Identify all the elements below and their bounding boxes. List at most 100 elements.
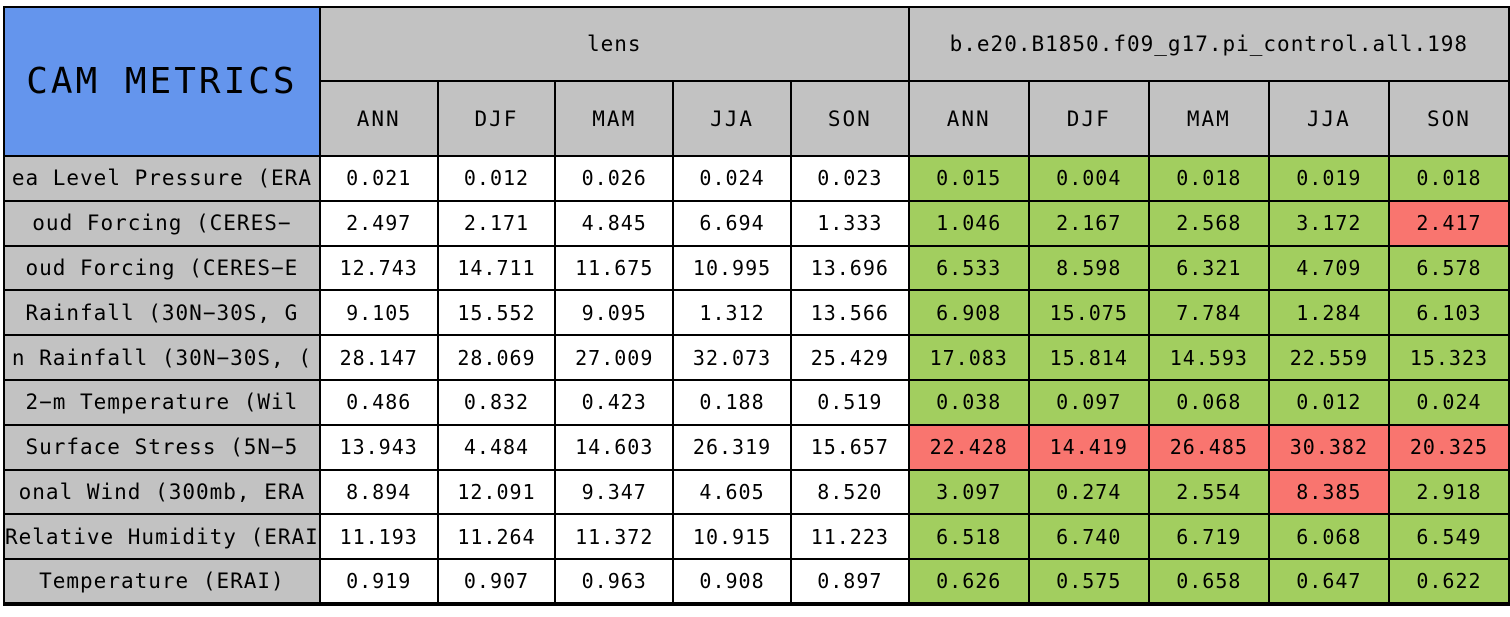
control-value-cell-better: 6.533 — [907, 244, 1030, 292]
lens-value-cell: 4.845 — [554, 199, 675, 247]
metric-label: ea Level Pressure (ERA — [3, 155, 321, 202]
lens-value-cell: 2.171 — [436, 199, 557, 247]
control-value-cell-worse: 22.428 — [907, 423, 1030, 471]
control-value-cell-better: 6.719 — [1147, 513, 1270, 561]
control-value-cell-better: 6.321 — [1147, 244, 1270, 292]
metric-label: Relative Humidity (ERAI — [3, 513, 321, 561]
lens-value-cell: 25.429 — [789, 334, 910, 381]
lens-value-cell: 4.605 — [672, 468, 792, 516]
lens-value-cell: 10.995 — [672, 244, 792, 292]
lens-value-cell: 0.012 — [436, 155, 557, 202]
metric-label: onal Wind (300mb, ERA — [3, 468, 321, 516]
control-value-cell-better: 0.004 — [1027, 155, 1150, 202]
lens-value-cell: 0.832 — [436, 378, 557, 426]
metric-label: 2−m Temperature (Wil — [3, 378, 321, 426]
lens-value-cell: 15.552 — [436, 289, 557, 337]
table-row: Rainfall (30N−30S, G 9.105 15.552 9.095 1.31… — [3, 289, 1510, 337]
lens-value-cell: 0.907 — [436, 558, 557, 605]
control-value-cell-better: 15.814 — [1027, 334, 1150, 381]
lens-value-cell: 11.223 — [789, 513, 910, 561]
lens-value-cell: 4.484 — [436, 423, 557, 471]
lens-value-cell: 14.711 — [436, 244, 557, 292]
control-value-cell-better: 6.103 — [1387, 289, 1510, 337]
lens-value-cell: 0.963 — [554, 558, 675, 605]
control-value-cell-better: 6.908 — [907, 289, 1030, 337]
control-value-cell-better: 22.559 — [1267, 334, 1390, 381]
lens-value-cell: 8.894 — [318, 468, 439, 516]
lens-value-cell: 12.091 — [436, 468, 557, 516]
control-value-cell-better: 0.018 — [1387, 155, 1510, 202]
control-value-cell-better: 0.097 — [1027, 378, 1150, 426]
control-value-cell-better: 0.018 — [1147, 155, 1270, 202]
metric-label: oud Forcing (CERES− — [3, 199, 321, 247]
metric-label: oud Forcing (CERES−E — [3, 244, 321, 292]
lens-value-cell: 9.347 — [554, 468, 675, 516]
control-value-cell-better: 1.284 — [1267, 289, 1390, 337]
lens-value-cell: 11.675 — [554, 244, 675, 292]
lens-value-cell: 32.073 — [672, 334, 792, 381]
control-value-cell-better: 2.568 — [1147, 199, 1270, 247]
table-row: oud Forcing (CERES−E 12.743 14.711 11.675 10… — [3, 244, 1510, 292]
control-value-cell-better: 0.068 — [1147, 378, 1270, 426]
control-value-cell-better: 0.015 — [907, 155, 1030, 202]
lens-value-cell: 26.319 — [672, 423, 792, 471]
control-value-cell-better: 6.578 — [1387, 244, 1510, 292]
control-value-cell-better: 15.075 — [1027, 289, 1150, 337]
lens-value-cell: 28.069 — [436, 334, 557, 381]
group-header-lens: lens — [318, 6, 910, 82]
season-header-control-djf: DJF — [1027, 80, 1150, 157]
lens-value-cell: 0.919 — [318, 558, 439, 605]
table-row: 2−m Temperature (Wil 0.486 0.832 0.423 0.188… — [3, 378, 1510, 426]
control-value-cell-better: 0.658 — [1147, 558, 1270, 605]
season-header-row: ANN DJF MAM JJA SON ANN DJF MAM JJA SON — [4, 80, 1510, 157]
lens-value-cell: 27.009 — [554, 334, 675, 381]
lens-value-cell: 0.908 — [672, 558, 792, 605]
control-value-cell-better: 8.598 — [1027, 244, 1150, 292]
control-value-cell-worse: 8.385 — [1267, 468, 1390, 516]
lens-value-cell: 14.603 — [554, 423, 675, 471]
control-value-cell-better: 2.918 — [1387, 468, 1510, 516]
lens-value-cell: 2.497 — [318, 199, 439, 247]
control-value-cell-better: 0.575 — [1027, 558, 1150, 605]
lens-value-cell: 0.023 — [789, 155, 910, 202]
metric-label: Temperature (ERAI) — [3, 558, 321, 605]
lens-value-cell: 10.915 — [672, 513, 792, 561]
season-header-control-ann: ANN — [907, 80, 1030, 157]
lens-value-cell: 0.897 — [789, 558, 910, 605]
group-header-row: CAM METRICS lens b.e20.B1850.f09_g17.pi_… — [3, 6, 1510, 157]
control-value-cell-better: 0.012 — [1267, 378, 1390, 426]
table-title: CAM METRICS — [3, 6, 321, 157]
lens-value-cell: 6.694 — [672, 199, 792, 247]
season-header-control-mam: MAM — [1147, 80, 1270, 157]
lens-value-cell: 28.147 — [318, 334, 439, 381]
table-row: Temperature (ERAI) 0.919 0.907 0.963 0.908 0.… — [3, 558, 1510, 605]
lens-value-cell: 0.188 — [672, 378, 792, 426]
table-row: onal Wind (300mb, ERA 8.894 12.091 9.347 4.6… — [3, 468, 1510, 516]
metric-label: Surface Stress (5N−5 — [3, 423, 321, 471]
lens-value-cell: 0.026 — [554, 155, 675, 202]
metric-label: n Rainfall (30N−30S, ( — [3, 334, 321, 381]
table-row: Relative Humidity (ERAI 11.193 11.264 11.37… — [3, 513, 1510, 561]
control-value-cell-worse: 2.417 — [1387, 199, 1510, 247]
control-value-cell-worse: 14.419 — [1027, 423, 1150, 471]
lens-value-cell: 0.024 — [672, 155, 792, 202]
season-header-control-son: SON — [1387, 80, 1510, 157]
control-value-cell-better: 2.167 — [1027, 199, 1150, 247]
table-row: n Rainfall (30N−30S, (28.147 28.069 27.009… — [3, 334, 1510, 381]
lens-value-cell: 11.372 — [554, 513, 675, 561]
lens-value-cell: 0.021 — [318, 155, 439, 202]
control-value-cell-better: 0.038 — [907, 378, 1030, 426]
lens-value-cell: 12.743 — [318, 244, 439, 292]
season-header-lens-son: SON — [789, 80, 910, 157]
control-value-cell-worse: 26.485 — [1147, 423, 1270, 471]
lens-value-cell: 1.312 — [672, 289, 792, 337]
control-value-cell-worse: 20.325 — [1387, 423, 1510, 471]
control-value-cell-better: 15.323 — [1387, 334, 1510, 381]
table-row: oud Forcing (CERES− 2.497 2.171 4.845 6.694 1… — [3, 199, 1510, 247]
control-value-cell-better: 17.083 — [907, 334, 1030, 381]
control-value-cell-better: 2.554 — [1147, 468, 1270, 516]
lens-value-cell: 8.520 — [789, 468, 910, 516]
control-value-cell-better: 6.740 — [1027, 513, 1150, 561]
control-value-cell-better: 0.647 — [1267, 558, 1390, 605]
control-value-cell-better: 0.626 — [907, 558, 1030, 605]
